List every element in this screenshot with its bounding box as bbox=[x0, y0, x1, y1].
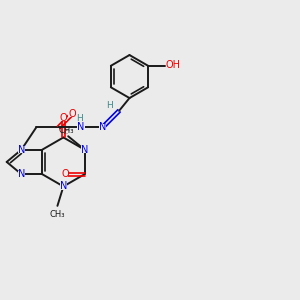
Text: N: N bbox=[60, 182, 67, 191]
Text: N: N bbox=[18, 145, 25, 155]
Bar bbox=[60, 183, 67, 190]
Text: O: O bbox=[61, 169, 69, 179]
Text: H: H bbox=[76, 114, 83, 123]
Text: N: N bbox=[81, 145, 88, 155]
Text: N: N bbox=[77, 122, 85, 132]
Text: CH₃: CH₃ bbox=[50, 210, 65, 219]
Bar bbox=[99, 124, 106, 130]
Bar bbox=[81, 146, 88, 153]
Text: H: H bbox=[106, 101, 113, 110]
Bar bbox=[62, 171, 68, 178]
Text: CH₃: CH₃ bbox=[59, 126, 74, 135]
Bar bbox=[18, 146, 25, 153]
Text: O: O bbox=[60, 113, 67, 123]
Bar bbox=[68, 111, 76, 117]
Text: methyl: methyl bbox=[66, 130, 70, 131]
Text: N: N bbox=[99, 122, 106, 132]
Text: OH: OH bbox=[165, 60, 180, 70]
Bar bbox=[77, 123, 85, 131]
Text: N: N bbox=[18, 169, 25, 179]
Text: O: O bbox=[68, 109, 76, 119]
Text: methyl: methyl bbox=[64, 133, 69, 134]
Bar bbox=[18, 171, 25, 178]
Bar bbox=[60, 115, 67, 121]
